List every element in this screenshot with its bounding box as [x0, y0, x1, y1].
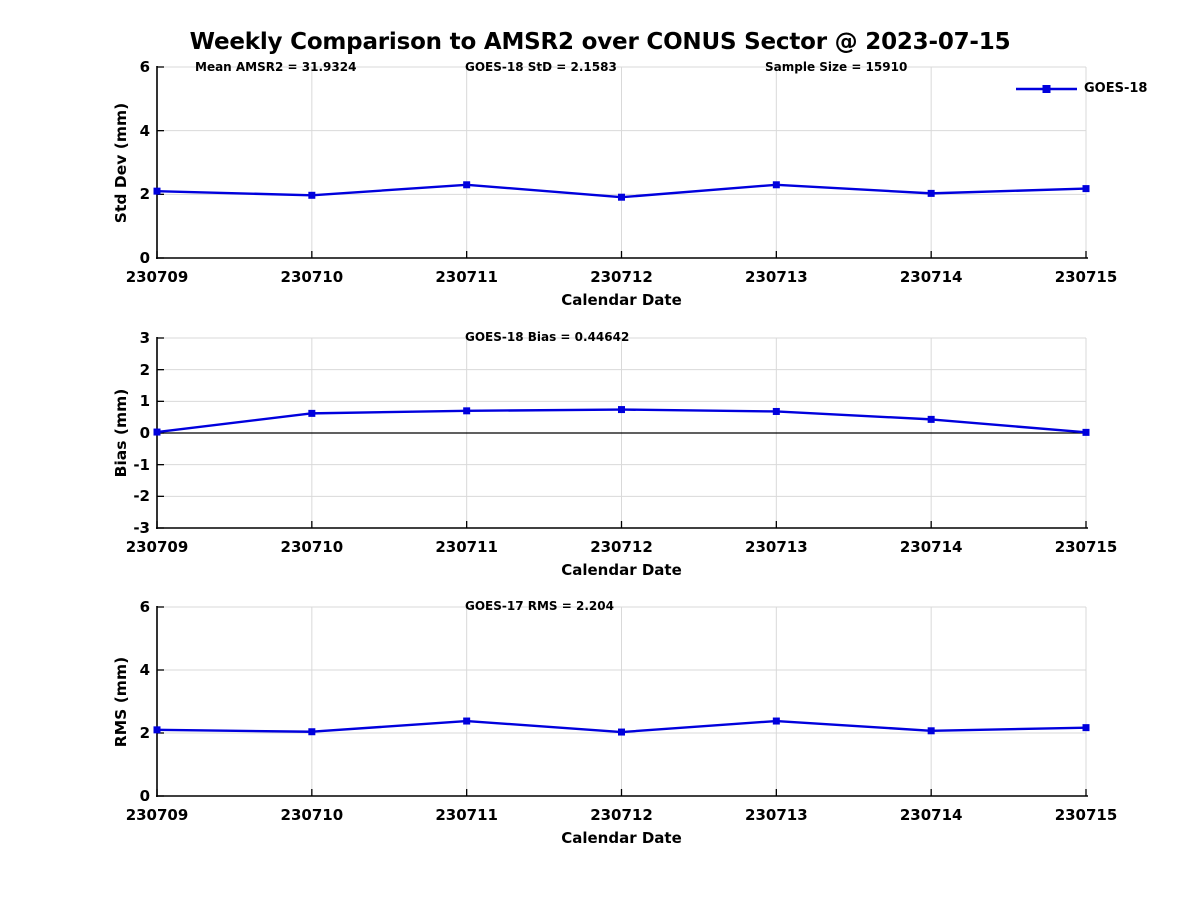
rms-marker-230715	[1082, 724, 1090, 732]
stddev-xtick-label: 230715	[1054, 268, 1118, 286]
rms-marker-230713	[772, 717, 780, 725]
stddev-xtick-label: 230712	[590, 268, 653, 286]
bias-ytick-label: -1	[133, 455, 150, 474]
bias-xtick-label: 230712	[590, 538, 653, 556]
rms-marker-230709	[153, 726, 161, 734]
rms-ytick-label: 4	[139, 661, 150, 679]
bias-marker-230715	[1082, 428, 1090, 436]
stddev-xtick-label: 230713	[745, 268, 808, 286]
stddev-annotation: Sample Size = 15910	[765, 60, 908, 74]
bias-ytick-label: 3	[139, 329, 150, 347]
bias-marker-230712	[618, 406, 625, 414]
stddev-yaxis-label: Std Dev (mm)	[112, 102, 130, 223]
bias-xtick-label: 230713	[745, 538, 808, 556]
stddev-xtick-label: 230711	[435, 268, 498, 286]
rms-xtick-label: 230710	[280, 806, 344, 824]
bias-xtick-label: 230715	[1054, 538, 1118, 556]
bias-marker-230709	[153, 428, 161, 436]
rms-xaxis-label: Calendar Date	[561, 829, 682, 847]
rms-marker-230710	[308, 728, 316, 736]
legend-label: GOES-18	[1084, 81, 1148, 96]
rms-ytick-label: 6	[139, 598, 150, 616]
bias-ytick-label: 1	[139, 392, 150, 411]
stddev-marker-230709	[153, 187, 161, 195]
stddev-xtick-label: 230709	[125, 268, 189, 286]
rms-ytick-label: 0	[139, 787, 150, 805]
stddev-ytick-label: 4	[139, 121, 150, 140]
rms-ytick-label: 2	[139, 724, 150, 742]
rms-annotation: GOES-17 RMS = 2.204	[465, 599, 614, 613]
rms-xtick-label: 230715	[1054, 806, 1118, 824]
chart-title: Weekly Comparison to AMSR2 over CONUS Se…	[189, 29, 1011, 55]
stddev-xtick-label: 230714	[899, 268, 963, 286]
rms-marker-230711	[463, 717, 471, 725]
bias-marker-230713	[772, 407, 780, 415]
bias-xtick-label: 230714	[899, 538, 963, 556]
bias-xtick-label: 230711	[435, 538, 498, 556]
stddev-marker-230714	[927, 189, 935, 197]
stddev-annotation: GOES-18 StD = 2.1583	[465, 60, 617, 74]
stddev-ytick-label: 6	[139, 58, 150, 76]
bias-ytick-label: -3	[133, 519, 150, 537]
rms-marker-230712	[618, 728, 625, 736]
bias-annotation: GOES-18 Bias = 0.44642	[465, 330, 630, 344]
stddev-marker-230711	[463, 181, 471, 189]
rms-xtick-label: 230713	[745, 806, 808, 824]
stddev-annotation: Mean AMSR2 = 31.9324	[195, 60, 357, 74]
bias-xaxis-label: Calendar Date	[561, 561, 682, 579]
stddev-xaxis-label: Calendar Date	[561, 291, 682, 309]
bias-ytick-label: 2	[139, 360, 150, 379]
bias-marker-230710	[308, 409, 316, 417]
bias-marker-230714	[927, 415, 935, 423]
bias-xtick-label: 230709	[125, 538, 189, 556]
bias-ytick-label: 0	[139, 424, 150, 442]
stddev-marker-230712	[618, 193, 625, 201]
stddev-marker-230710	[308, 191, 316, 199]
rms-xtick-label: 230709	[125, 806, 189, 824]
bias-xtick-label: 230710	[280, 538, 344, 556]
bias-marker-230711	[463, 407, 471, 415]
stddev-marker-230713	[772, 181, 780, 189]
legend-marker-sample	[1042, 85, 1051, 93]
rms-xtick-label: 230712	[590, 806, 653, 824]
stddev-ytick-label: 2	[139, 185, 150, 204]
stddev-ytick-label: 0	[139, 249, 150, 267]
bias-yaxis-label: Bias (mm)	[112, 388, 130, 478]
stddev-xtick-label: 230710	[280, 268, 344, 286]
rms-marker-230714	[927, 727, 935, 735]
stddev-marker-230715	[1082, 185, 1090, 193]
bias-ytick-label: -2	[133, 487, 150, 506]
rms-xtick-label: 230714	[899, 806, 963, 824]
rms-xtick-label: 230711	[435, 806, 498, 824]
rms-yaxis-label: RMS (mm)	[112, 656, 130, 747]
